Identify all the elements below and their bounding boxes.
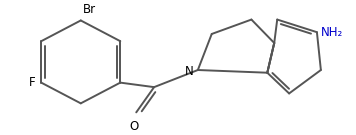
Text: F: F: [29, 76, 35, 89]
Text: NH₂: NH₂: [321, 26, 343, 39]
Text: N: N: [185, 65, 194, 78]
Text: O: O: [130, 120, 139, 133]
Text: Br: Br: [83, 3, 96, 16]
